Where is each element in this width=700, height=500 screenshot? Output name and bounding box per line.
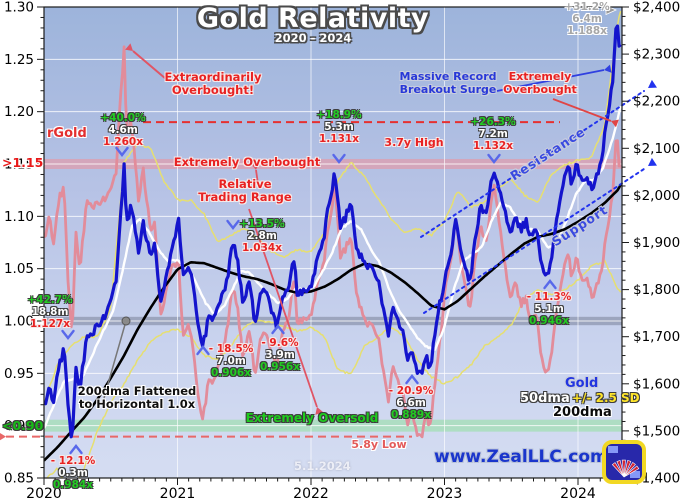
chevron-up-icon <box>69 444 83 455</box>
left-axis-tick-label: 1.10 <box>4 209 34 225</box>
series-rgold-line <box>44 45 621 439</box>
left-axis-tick-label: 0.95 <box>4 366 34 382</box>
right-axis-tick-label: $1,400 <box>633 471 680 487</box>
left-axis-tick-label: 1.15 <box>4 157 34 173</box>
support-line <box>423 168 645 314</box>
right-axis-tick-label: $2,000 <box>633 188 680 204</box>
series-gold-line <box>44 24 622 439</box>
x-axis-year-label: 2021 <box>160 486 196 500</box>
trading-range-up-arrow <box>255 169 259 185</box>
chevron-up-icon <box>543 279 557 290</box>
extraordinarily-overbought-arrow <box>132 50 167 80</box>
plot-background <box>44 7 622 478</box>
chevron-up-icon <box>196 345 210 356</box>
chevron-down-icon <box>115 146 129 157</box>
right-axis-tick-label: $2,100 <box>633 141 680 157</box>
left-axis-tick-label: 0.90 <box>4 418 34 434</box>
chevron-down-icon <box>226 219 240 230</box>
current-upleg-arrow-icon <box>605 4 617 16</box>
series-200dma-line <box>44 184 622 462</box>
x-axis-year-label: 2023 <box>427 486 463 500</box>
chevron-down-icon <box>487 153 501 164</box>
left-axis-tick-label: 0.85 <box>4 471 34 487</box>
extremely-overbought-2024-arrow <box>552 98 612 122</box>
right-axis-tick-label: $1,500 <box>633 423 680 439</box>
chevron-down-icon <box>332 153 346 164</box>
x-axis-year-label: 2020 <box>26 486 62 500</box>
left-axis-tick-label: 1.30 <box>4 0 34 16</box>
right-axis-tick-label: $2,200 <box>633 94 680 110</box>
right-axis-tick-label: $1,900 <box>633 235 680 251</box>
left-axis-tick-label: 1.20 <box>4 104 34 120</box>
left-axis-tick-label: 1.00 <box>4 314 34 330</box>
right-axis-tick-label: $1,700 <box>633 329 680 345</box>
left-axis-tick-label: 1.25 <box>4 52 34 68</box>
x-axis-year-label: 2024 <box>560 486 596 500</box>
breakout-surge-arrow <box>496 69 605 92</box>
right-axis-tick-label: $2,300 <box>633 47 680 63</box>
chevron-down-icon <box>61 329 75 340</box>
dma-pointer-line <box>103 320 127 399</box>
chevron-up-icon <box>271 324 285 335</box>
right-axis-tick-label: $1,800 <box>633 282 680 298</box>
resistance-line <box>420 90 645 238</box>
trading-range-down-arrow <box>248 208 318 408</box>
chevron-up-icon <box>405 374 419 385</box>
dma-pointer-dot <box>121 316 131 326</box>
x-axis-year-label: 2022 <box>293 486 329 500</box>
right-axis-tick-label: $2,400 <box>633 0 680 16</box>
right-axis-tick-label: $1,600 <box>633 376 680 392</box>
left-axis-tick-label: 1.05 <box>4 261 34 277</box>
